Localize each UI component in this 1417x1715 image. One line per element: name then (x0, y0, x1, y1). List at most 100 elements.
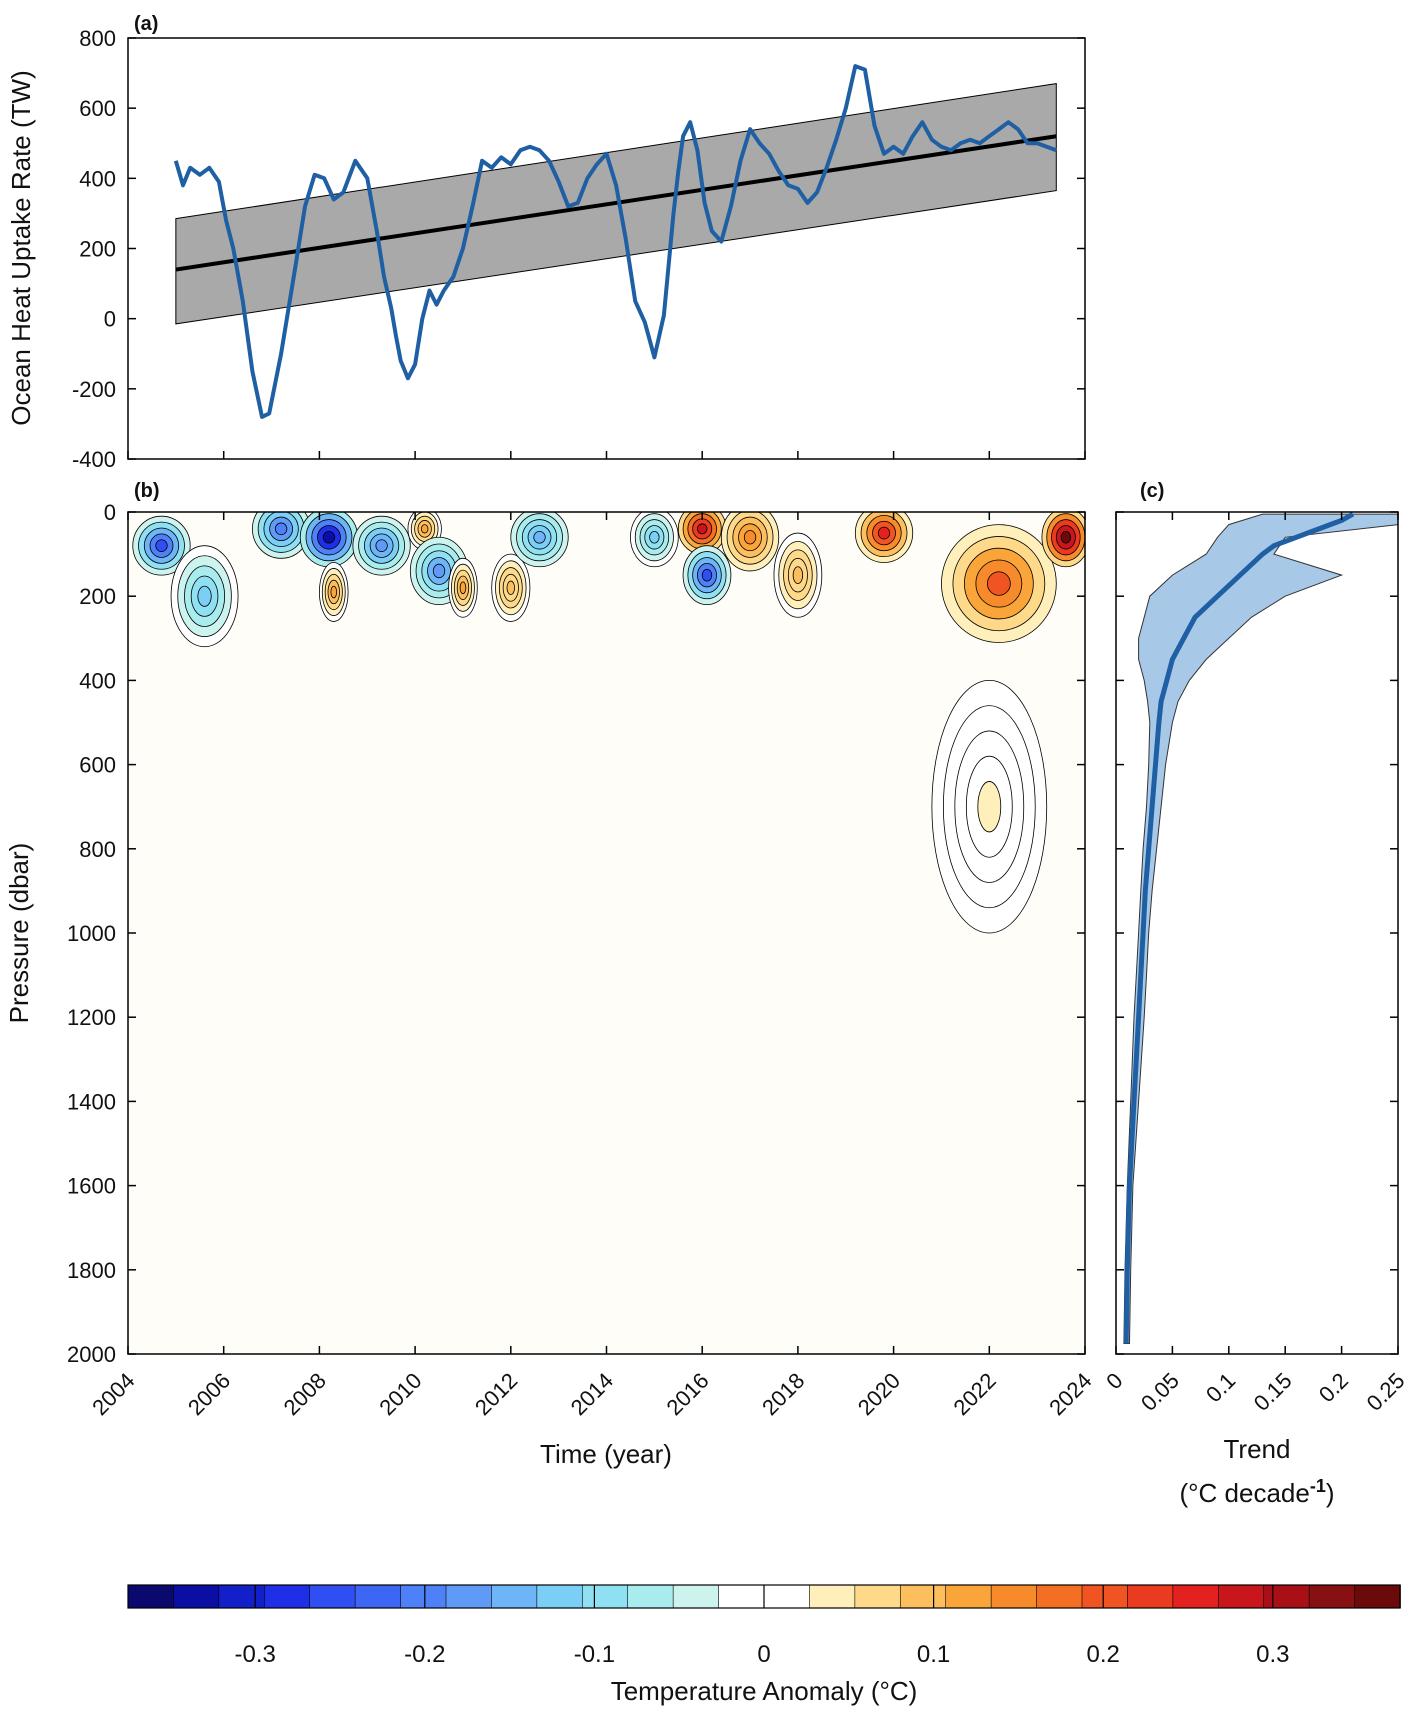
heatmap-cell (533, 530, 546, 544)
x-tick-label-c: 0.05 (1136, 1368, 1184, 1416)
panel-b: 0200400600800100012001400160018002000200… (4, 480, 1097, 1469)
x-tick-label-c: 0.2 (1314, 1368, 1353, 1407)
colorbar-cell (718, 1584, 765, 1609)
colorbar-cell (672, 1584, 720, 1609)
x-tick-label-b: 2022 (949, 1368, 1001, 1420)
heatmap-cell (792, 566, 804, 584)
x-tick-label-b: 2012 (470, 1368, 522, 1420)
heatmap-cell (697, 523, 708, 535)
colorbar-cell (1127, 1584, 1174, 1609)
y-tick-label-b: 1200 (67, 1005, 116, 1030)
heatmap-cell (432, 563, 446, 579)
x-axis-label-c-close: ) (1326, 1478, 1335, 1508)
y-tick-label-b: 1800 (67, 1258, 116, 1283)
heatmap-cell (459, 581, 467, 595)
y-tick-label-b: 800 (79, 837, 116, 862)
y-tick-label-b: 2000 (67, 1342, 116, 1367)
colorbar-cell (218, 1584, 266, 1609)
x-tick-label-b: 2006 (183, 1368, 235, 1420)
uptake-series-line (173, 64, 1057, 419)
heatmap-cell (506, 580, 516, 595)
colorbar-cell (581, 1584, 629, 1609)
colorbar-cell (354, 1584, 402, 1609)
heatmap-cell (375, 539, 388, 552)
y-tick-label-a: 200 (79, 237, 116, 262)
x-axis-label-c-sup: -1 (1310, 1476, 1326, 1496)
panel-c: 0 0.05 0.1 0.15 0.2 0.25 (c) Trend (°C decade… (1101, 480, 1409, 1508)
trend-profile-line (1123, 512, 1355, 1344)
colorbar-tick-label: -0.1 (574, 1641, 615, 1668)
y-tick-label-a: -400 (72, 447, 116, 472)
colorbar-tick-label: 0.3 (1256, 1641, 1289, 1668)
y-tick-label-b: 1600 (67, 1174, 116, 1199)
colorbar-cell (1036, 1584, 1083, 1609)
heatmap-cell (877, 526, 891, 540)
colorbar-cell (127, 1584, 175, 1609)
colorbar-tick-label: -0.3 (235, 1641, 276, 1668)
heatmap-background (128, 512, 1085, 1354)
x-tick-label-b: 2014 (566, 1368, 618, 1420)
colorbar-cell (263, 1584, 311, 1609)
y-tick-label-a: -200 (72, 377, 116, 402)
y-tick-label-b: 1000 (67, 921, 116, 946)
colorbar-tick-label: 0 (757, 1641, 770, 1668)
heatmap-cell (986, 571, 1011, 596)
heatmap-cell (701, 568, 713, 582)
x-axis-label-c-line1: Trend (1224, 1434, 1291, 1464)
colorbar-cell (173, 1584, 220, 1609)
x-tick-label-b: 2020 (853, 1368, 905, 1420)
x-axis-label-c-line2: (°C decade-1) (1179, 1476, 1334, 1508)
x-tick-label-b: 2004 (87, 1368, 139, 1420)
colorbar-cells (127, 1584, 1401, 1609)
colorbar-cell (1081, 1584, 1129, 1609)
y-tick-label-a: 400 (79, 166, 116, 191)
x-tick-label-b: 2024 (1044, 1368, 1096, 1420)
heatmap-cell (155, 539, 168, 552)
colorbar-cell (763, 1584, 811, 1609)
heatmap-cell (330, 585, 338, 599)
y-tick-label-a: 800 (79, 26, 116, 51)
heatmap-cell (977, 781, 1002, 833)
y-tick-label-b: 400 (79, 668, 116, 693)
y-tick-label-b: 0 (104, 500, 116, 525)
y-tick-label-a: 600 (79, 96, 116, 121)
y-tick-label-b: 600 (79, 753, 116, 778)
heatmap-cell (274, 522, 288, 536)
x-tick-label-b: 2018 (757, 1368, 809, 1420)
colorbar-tick-label: 0.2 (1087, 1641, 1120, 1668)
x-tick-label-c: 0.25 (1362, 1368, 1410, 1416)
heatmap-cell (743, 530, 757, 545)
trend-line (175, 134, 1057, 272)
colorbar-cell (990, 1584, 1038, 1609)
y-axis-label-b: Pressure (dbar) (4, 843, 34, 1024)
colorbar-tick-label: -0.2 (404, 1641, 445, 1668)
colorbar-cell (445, 1584, 493, 1609)
colorbar-cell (536, 1584, 584, 1609)
panel-a: -400 -200 0 200 400 600 800 (a) Ocean Heat Upt… (6, 13, 1086, 472)
colorbar-cell (491, 1584, 538, 1609)
colorbar-cell (1308, 1584, 1356, 1609)
colorbar-cell (899, 1584, 947, 1609)
colorbar-cell (1354, 1584, 1401, 1609)
panel-label-a: (a) (134, 13, 158, 35)
heatmap-cell (649, 530, 660, 544)
x-tick-label-b: 2010 (374, 1368, 426, 1420)
heatmap-cell (197, 585, 212, 607)
y-axis-a: -400 -200 0 200 400 600 800 (72, 26, 1086, 472)
x-tick-label-c: 0 (1101, 1368, 1127, 1394)
trend-band (1123, 513, 1398, 1344)
heatmap-cell (322, 530, 336, 544)
heatmap-cell (420, 524, 429, 534)
colorbar-cell (400, 1584, 447, 1609)
colorbar-cell (1217, 1584, 1265, 1609)
colorbar-tick-label: 0.1 (917, 1641, 950, 1668)
colorbar-cell (945, 1584, 992, 1609)
heatmap-cell (1060, 530, 1072, 544)
colorbar-cell (809, 1584, 856, 1609)
colorbar-cell (1172, 1584, 1220, 1609)
x-tick-label-b: 2016 (661, 1368, 713, 1420)
panel-label-c: (c) (1140, 480, 1164, 502)
y-axis-label-a: Ocean Heat Uptake Rate (TW) (6, 70, 36, 425)
colorbar: -0.3 -0.2 -0.1 0 0.1 0.2 0.3 Temperature Anoma… (127, 1584, 1401, 1706)
